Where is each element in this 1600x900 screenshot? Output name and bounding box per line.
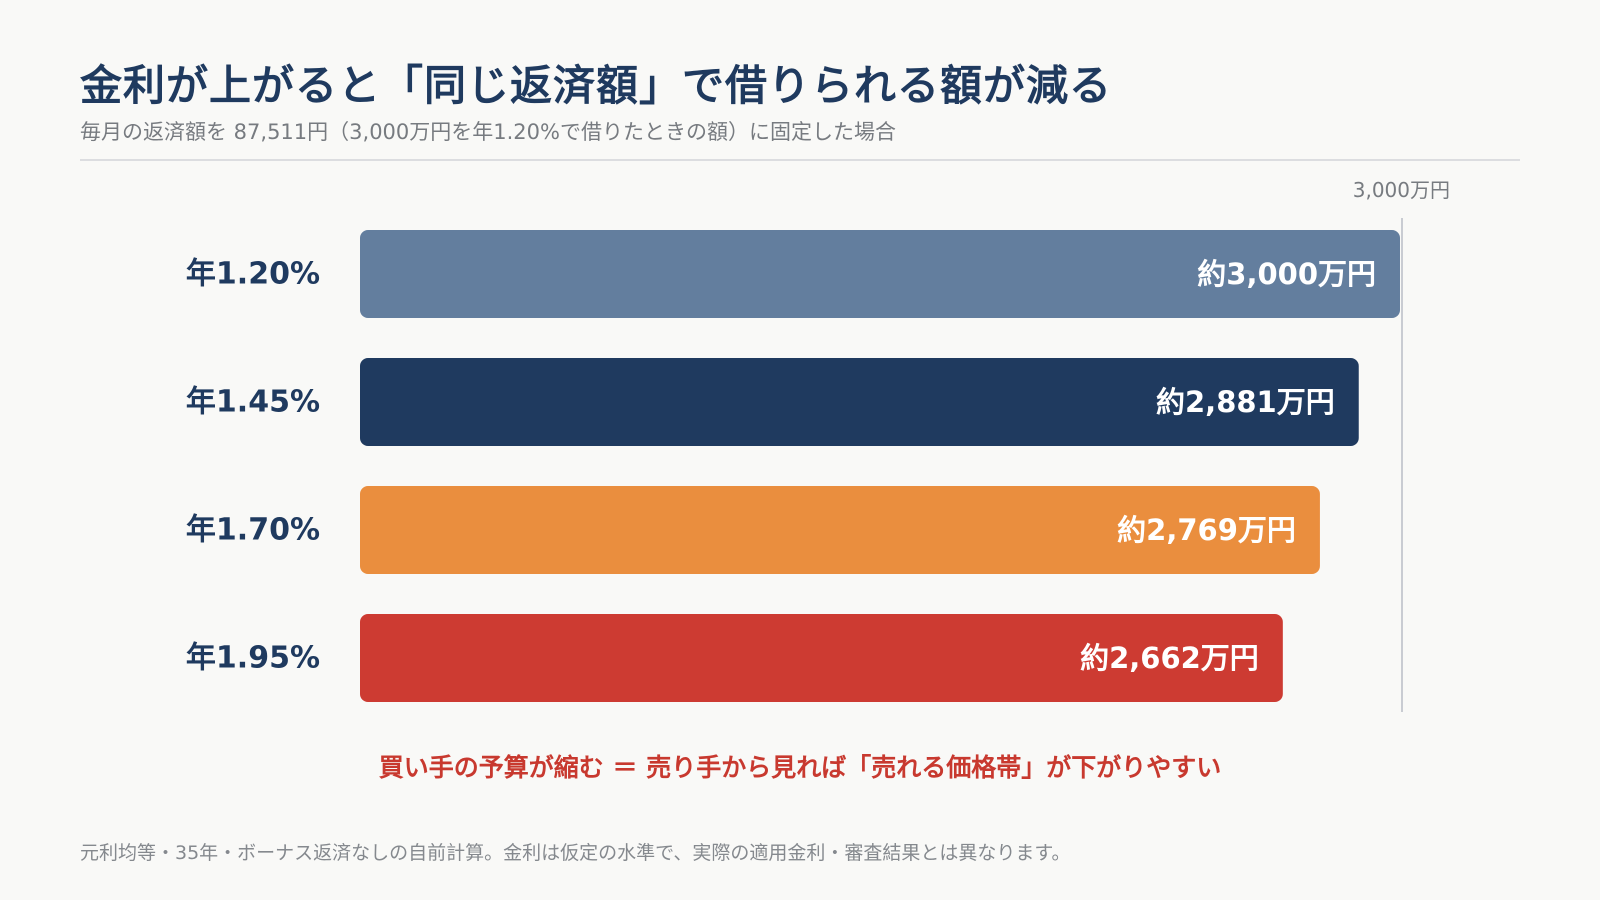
- bar: [360, 614, 1283, 702]
- category-label: 年1.20%: [186, 257, 320, 292]
- bar-value-label: 約2,881万円: [1156, 385, 1335, 419]
- category-label: 年1.45%: [186, 385, 320, 420]
- reference-line-label: 3,000万円: [1353, 178, 1450, 202]
- category-label: 年1.70%: [186, 513, 320, 548]
- bar-value-label: 約2,662万円: [1080, 641, 1259, 675]
- bar: [360, 486, 1320, 574]
- bar: [360, 230, 1400, 318]
- category-label: 年1.95%: [186, 641, 320, 676]
- chart-note: 買い手の予算が縮む ＝ 売り手から見れば「売れる価格帯」が下がりやすい: [378, 753, 1222, 782]
- bar: [360, 358, 1359, 446]
- bar-value-label: 約3,000万円: [1197, 257, 1376, 291]
- bar-value-label: 約2,769万円: [1117, 513, 1296, 547]
- footnote: 元利均等・35年・ボーナス返済なしの自前計算。金利は仮定の水準で、実際の適用金利…: [80, 842, 1071, 864]
- page-title: 金利が上がると「同じ返済額」で借りられる額が減る: [80, 61, 1113, 110]
- page-subtitle: 毎月の返済額を 87,511円（3,000万円を年1.20%で借りたときの額）に…: [80, 120, 896, 144]
- header-divider: [80, 159, 1520, 161]
